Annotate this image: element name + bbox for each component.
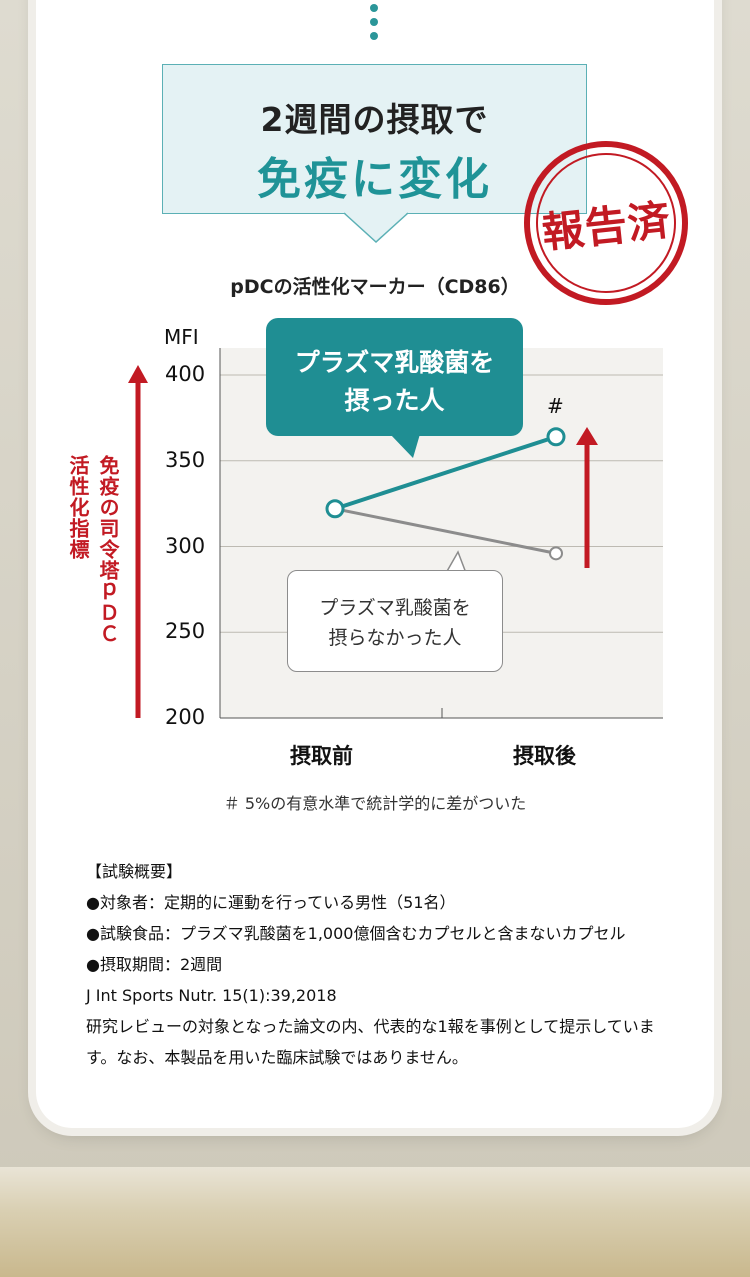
- callout-not-took: プラズマ乳酸菌を 摂らなかった人: [287, 570, 503, 672]
- increase-arrow-icon: [576, 427, 598, 445]
- y-tick-label: 300: [165, 533, 206, 558]
- callout-not-took-line1: プラズマ乳酸菌を: [319, 597, 471, 619]
- footnote: ＃ 5%の有意水準で統計学的に差がついた: [223, 794, 527, 813]
- callout-teal-pointer: [390, 434, 420, 458]
- point-took-0: [325, 499, 345, 519]
- side-label-pdc: 免疫の司令塔ｐＤＣ: [96, 455, 120, 644]
- headline-line1: 2週間の摂取で: [260, 100, 489, 139]
- up-arrow-icon: [128, 365, 148, 383]
- callout-not-took-line2: 摂らなかった人: [328, 627, 462, 649]
- separator-dot: [370, 32, 378, 40]
- significance-mark: #: [547, 394, 564, 418]
- x-tick-after: 摂取後: [513, 744, 576, 768]
- page-bottom-band: [0, 1167, 750, 1277]
- notes-test-food: ●試験食品：プラズマ乳酸菌を1,000億個含むカプセルと含まないカプセル: [86, 924, 626, 943]
- callout-took: プラズマ乳酸菌を 摂った人: [266, 318, 523, 436]
- notes-disclaimer: 研究レビューの対象となった論文の内、代表的な1報を事例として提示しています。なお…: [86, 1017, 655, 1067]
- y-tick-label: 400: [165, 362, 206, 386]
- notes-subjects: ●対象者：定期的に運動を行っている男性（51名）: [86, 893, 456, 912]
- y-axis-label: MFI: [164, 325, 199, 349]
- study-notes: 【試験概要】 ●対象者：定期的に運動を行っている男性（51名） ●試験食品：プラ…: [86, 856, 676, 1073]
- point-not-took-1: [549, 546, 563, 561]
- notes-citation: J Int Sports Nutr. 15(1):39,2018: [86, 986, 337, 1005]
- headline-box: 2週間の摂取で 免疫に変化: [162, 64, 587, 214]
- notes-heading: 【試験概要】: [86, 862, 183, 881]
- separator-dot: [370, 4, 378, 12]
- side-label-index: 活性化指標: [66, 455, 90, 560]
- point-took-1: [546, 427, 566, 447]
- series-line-not-took: [334, 507, 557, 555]
- notes-period: ●摂取期間：2週間: [86, 955, 223, 974]
- callout-took-line1: プラズマ乳酸菌を: [294, 348, 495, 377]
- headline-line2: 免疫に変化: [257, 154, 492, 205]
- chart-title: pDCの活性化マーカー（CD86）: [230, 276, 520, 298]
- x-tick-before: 摂取前: [290, 744, 353, 768]
- separator-dot: [370, 18, 378, 26]
- y-tick-label: 350: [165, 447, 206, 472]
- y-tick-label: 200: [165, 705, 206, 729]
- callout-took-line2: 摂った人: [344, 386, 445, 415]
- headline-pointer: [343, 212, 409, 244]
- series-line-took: [334, 434, 557, 511]
- y-tick-label: 250: [165, 619, 206, 644]
